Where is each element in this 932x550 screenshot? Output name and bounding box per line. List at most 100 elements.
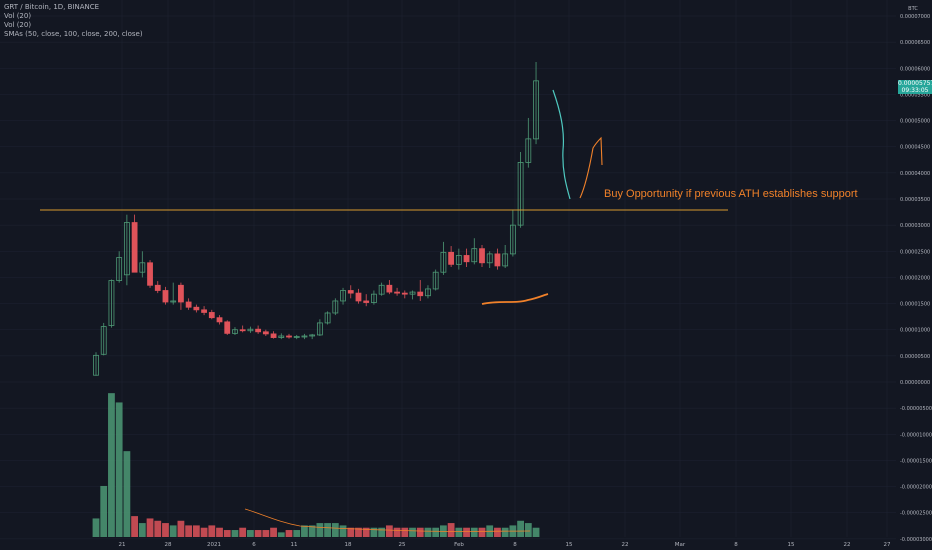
candle-body [440,251,447,273]
volume-bar [517,520,524,537]
candle [386,280,393,295]
volume-bar [162,523,169,537]
price-tick-label: 0.00002500 [900,249,930,255]
price-tick-label: 0.00005500 [900,92,930,98]
volume-bar [146,518,154,537]
candle [363,294,370,307]
price-tick-label: -0.00002000 [900,485,932,491]
candle [147,260,153,288]
candle-body [417,291,424,297]
date-tick-label: 21 [119,542,126,548]
volume-indicator-label-2[interactable]: Vol (20) [4,21,32,29]
candle-body [316,322,323,336]
candle-body [131,222,138,273]
candle-body [286,335,292,338]
candle [293,334,300,340]
candle-body [386,284,393,293]
volume-bar [378,527,386,537]
price-tick-label: 0.00006500 [900,40,930,46]
volume-bar [347,527,355,537]
candle-body [401,292,408,295]
time-axis[interactable]: 21 28 2021 6 11 18 25 Feb 8 15 22 Mar 8 15 22 27 [119,542,891,548]
candle [455,248,462,270]
volume-bar [154,520,162,537]
candle [185,298,192,310]
volume-bar [270,527,277,537]
volume-bar [331,523,339,537]
candle-body [463,255,470,263]
candle-body [448,251,455,265]
candle [324,311,331,325]
volume-bar [108,393,115,537]
volume-bar [316,523,324,537]
annotation-text: Buy Opportunity if previous ATH establis… [604,188,858,200]
volume-bar [324,523,331,537]
price-tick-label: 0.00005000 [900,119,930,125]
candle-body [123,222,130,276]
candle-body [247,328,254,332]
candle [247,326,254,333]
volume-bar [447,523,455,537]
candle-body [147,262,153,286]
candle [201,306,207,316]
volume-bars [92,393,540,537]
candle [239,325,246,333]
volume-bar [432,527,440,537]
price-tick-label: -0.00001500 [900,458,932,464]
price-tick-label: 0.00001000 [900,328,930,334]
price-axis[interactable]: BTC 0.00007000 0.00006500 0.00006000 0.0000… [900,6,932,543]
candle-body [178,284,184,303]
candle [316,319,323,336]
volume-bar [424,527,432,537]
volume-bar [293,530,301,537]
candle [494,248,501,270]
date-tick-label: Feb [454,542,464,548]
candle [409,290,416,300]
date-tick-label: Mar [675,542,686,548]
candle-body [162,290,169,303]
volume-bar [285,530,293,537]
candle-body [208,312,215,319]
candle [154,281,161,294]
candle-body [185,301,192,308]
price-tick-label: 0.00004000 [900,171,930,177]
candle [208,309,215,320]
candle [486,251,493,269]
price-tick-label: -0.00001000 [900,432,932,438]
date-tick-label: 15 [566,542,573,548]
candle [278,333,285,340]
candle-body [509,224,516,255]
candle [301,333,308,340]
candle-body [432,271,439,290]
volume-bar [254,530,262,537]
candle [116,251,123,283]
candle-body [301,335,308,338]
volume-bar [470,527,478,537]
volume-bar [208,525,216,537]
last-price-tag: 0.00005757 09:33:05 [898,80,932,94]
candle-body [533,80,539,140]
candle-body [154,284,161,291]
volume-bar [185,525,193,537]
candle [371,290,377,305]
volume-bar [501,527,509,537]
symbol-title[interactable]: GRT / Bitcoin, 1D, BINANCE [4,3,100,11]
candle [131,214,138,273]
volume-bar [277,532,285,537]
candle [432,269,439,291]
candle-body [525,138,532,163]
candle-body [425,288,431,297]
date-tick-label: 25 [399,542,406,548]
date-tick-label: 2021 [207,542,221,548]
candle [216,315,223,325]
header: GRT / Bitcoin, 1D, BINANCE Vol (20) Vol … [4,3,143,39]
date-tick-label: 15 [788,542,795,548]
candle-body [517,161,524,226]
volume-bar [494,527,501,537]
candle [378,282,385,296]
price-tick-label: 0.00002000 [900,275,930,281]
candle [170,282,177,305]
volume-indicator-label-1[interactable]: Vol (20) [4,12,32,20]
sma-indicator-label[interactable]: SMAs (50, close, 100, close, 200, close) [4,30,143,38]
